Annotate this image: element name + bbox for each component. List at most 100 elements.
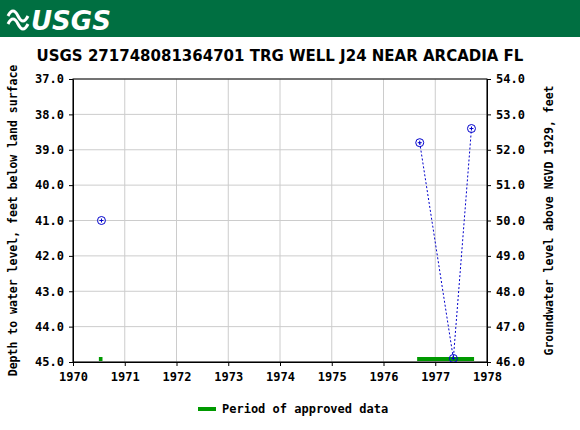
tick-mark <box>228 362 229 366</box>
tick-label: 48.0 <box>496 285 525 299</box>
tick-label: 40.0 <box>35 178 64 192</box>
tick-label: 52.0 <box>496 143 525 157</box>
tick-mark <box>487 256 491 257</box>
marker-cross <box>418 141 422 145</box>
marker-cross <box>451 356 455 360</box>
tick-label: 1970 <box>59 370 88 384</box>
tick: 1975 <box>318 362 347 384</box>
tick-label: 53.0 <box>496 108 525 122</box>
tick: 39.0 <box>35 143 73 157</box>
legend: Period of approved data <box>198 402 388 416</box>
tick: 50.0 <box>487 214 525 228</box>
tick-label: 38.0 <box>35 108 64 122</box>
tick: 52.0 <box>487 143 525 157</box>
tick-mark <box>435 362 436 366</box>
y-grid-line <box>73 185 487 186</box>
tick-mark <box>487 362 491 363</box>
tick: 42.0 <box>35 249 73 263</box>
tick-mark <box>487 114 491 115</box>
y-axis-title: Depth to water level, feet below land su… <box>6 65 20 377</box>
tick-mark <box>69 114 73 115</box>
tick-label: 51.0 <box>496 178 525 192</box>
data-point <box>467 125 475 133</box>
tick-mark <box>487 150 491 151</box>
tick-mark <box>69 362 73 363</box>
tick-label: 42.0 <box>35 249 64 263</box>
tick: 1973 <box>214 362 243 384</box>
tick-label: 45.0 <box>35 355 64 369</box>
y-grid-line <box>73 149 487 150</box>
tick: 1974 <box>266 362 295 384</box>
tick: 41.0 <box>35 214 73 228</box>
tick-label: 1972 <box>163 370 192 384</box>
grid <box>73 79 487 362</box>
tick-mark <box>69 79 73 80</box>
plot-frame <box>73 79 487 362</box>
legend-swatch <box>198 407 216 411</box>
tick-mark <box>487 185 491 186</box>
marker-circle <box>97 217 105 225</box>
header-bar <box>0 0 580 37</box>
tick-mark <box>69 327 73 328</box>
tick: 1977 <box>421 362 450 384</box>
tick-mark <box>177 362 178 366</box>
marker-circle <box>449 354 457 362</box>
tick-mark <box>125 362 126 366</box>
series-line <box>101 129 471 359</box>
tick-mark <box>69 291 73 292</box>
marker-circle <box>416 139 424 147</box>
tick: 40.0 <box>35 178 73 192</box>
tick: 43.0 <box>35 285 73 299</box>
tick-label: 1976 <box>370 370 399 384</box>
tick-mark <box>69 150 73 151</box>
tick-mark <box>384 362 385 366</box>
tick-label: 41.0 <box>35 214 64 228</box>
y-grid-line <box>73 291 487 292</box>
legend-label: Period of approved data <box>222 402 388 416</box>
tick: 1972 <box>163 362 192 384</box>
marks <box>97 125 475 362</box>
tick-mark <box>280 362 281 366</box>
tick: 53.0 <box>487 108 525 122</box>
title: USGS 271748081364701 TRG WELL J24 NEAR A… <box>37 47 524 65</box>
y-grid-line <box>73 326 487 327</box>
tick: 54.0 <box>487 72 525 86</box>
tick: 44.0 <box>35 320 73 334</box>
y-grid-line <box>73 114 487 115</box>
tick-label: 1978 <box>473 370 502 384</box>
tick-mark <box>487 221 491 222</box>
tick-mark <box>487 327 491 328</box>
marker-circle <box>467 125 475 133</box>
tick: 47.0 <box>487 320 525 334</box>
tick-mark <box>332 362 333 366</box>
tick-mark <box>69 185 73 186</box>
tick-label: 1975 <box>318 370 347 384</box>
tick-label: 1977 <box>421 370 450 384</box>
y2-axis-title: Groundwater level above NGVD 1929, feet <box>542 85 556 355</box>
tick-mark <box>487 79 491 80</box>
tick: 48.0 <box>487 285 525 299</box>
tick-label: 1974 <box>266 370 295 384</box>
logo: USGS <box>31 6 111 36</box>
tick-label: 50.0 <box>496 214 525 228</box>
tick-mark <box>487 291 491 292</box>
tick: 38.0 <box>35 108 73 122</box>
y-axis: 37.0 38.0 39.0 40.0 41.0 42.0 43.0 44.0 45.0 <box>35 72 73 369</box>
tick: 46.0 <box>487 355 525 369</box>
tick: 1971 <box>111 362 140 384</box>
y-grid-line <box>73 255 487 256</box>
tick: 37.0 <box>35 72 73 86</box>
tick-label: 1971 <box>111 370 140 384</box>
tick-label: 43.0 <box>35 285 64 299</box>
axis-line <box>73 80 74 363</box>
tick-label: 39.0 <box>35 143 64 157</box>
tick: 51.0 <box>487 178 525 192</box>
tick-mark <box>73 362 74 366</box>
tick-label: 49.0 <box>496 249 525 263</box>
tick: 49.0 <box>487 249 525 263</box>
tick-label: 37.0 <box>35 72 64 86</box>
approved-period <box>417 357 474 361</box>
chart: USGS USGS 271748081364701 TRG WELL J24 NE… <box>0 0 580 430</box>
tick-label: 46.0 <box>496 355 525 369</box>
marker-cross <box>469 127 473 131</box>
